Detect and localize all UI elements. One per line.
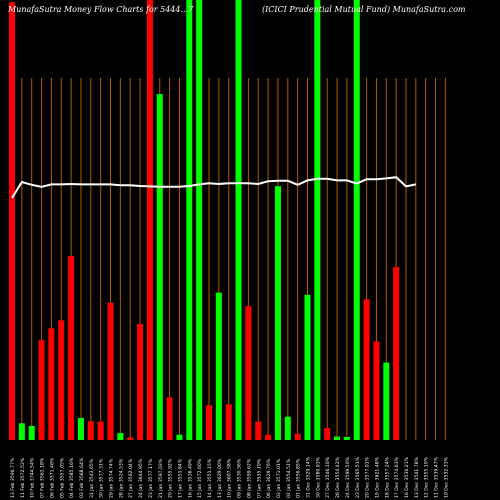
vertical-grid <box>11 78 446 440</box>
money-flow-bar <box>363 299 370 440</box>
x-tick-label: 17 Jan 3551.84% <box>177 458 183 498</box>
money-flow-bar <box>314 0 321 440</box>
money-flow-bar <box>97 421 104 440</box>
money-flow-bar <box>324 428 331 440</box>
x-tick-label: 30 Jan 3577.31% <box>99 458 105 498</box>
money-flow-bar <box>196 0 203 440</box>
money-flow-bar <box>225 404 232 440</box>
chart-subtitle: (ICICI Prudential Mutual Fund) MunafaSut… <box>262 5 466 14</box>
money-flow-bar <box>373 341 380 440</box>
x-tick-label: 10 Jan 3607.58% <box>227 458 233 498</box>
money-flow-bar <box>38 340 45 440</box>
money-flow-bar <box>117 432 124 440</box>
x-tick-label: 08 Jan 3599.62% <box>246 458 252 498</box>
money-flow-bar <box>9 2 15 440</box>
money-flow-bar <box>77 418 84 440</box>
x-tick-label: 06 Jan 3629.76% <box>266 458 272 498</box>
x-tick-label: 26 Dec 3554.42% <box>335 456 341 498</box>
bar-layer <box>9 0 400 440</box>
x-tick-label: 24 Dec 3599.50% <box>345 456 351 498</box>
money-flow-bar <box>334 436 341 440</box>
money-flow-bar <box>28 425 35 440</box>
money-flow-bar <box>186 0 193 440</box>
money-flow-bar <box>393 267 400 440</box>
money-flow-bar <box>166 397 173 440</box>
x-tick-label: 13 Jan 3629.00% <box>217 458 223 498</box>
x-tick-label: 09 Jan 3530.36% <box>237 458 243 498</box>
money-flow-bar <box>235 0 242 440</box>
money-flow-bar <box>87 421 94 440</box>
money-flow-bar <box>215 292 222 440</box>
money-flow-bar <box>284 416 291 440</box>
money-flow-bar <box>255 421 262 440</box>
money-flow-bar <box>127 437 134 440</box>
money-flow-bar <box>206 405 212 440</box>
x-tick-label: 28 Jan 3524.53% <box>118 458 124 498</box>
x-tick-label: 16 Dec 3536.21% <box>404 456 410 498</box>
price-line-layer <box>11 176 417 199</box>
x-tick-label: 11 Feb 3572.52% <box>20 457 26 498</box>
money-flow-bar <box>245 306 252 440</box>
money-flow-bar <box>68 256 75 440</box>
money-flow-bar <box>156 94 163 440</box>
money-flow-bar <box>58 320 65 440</box>
x-tick-label: 14 Jan 3551.15% <box>207 458 213 498</box>
x-tick-label: 05 Feb 3557.05% <box>59 457 65 498</box>
money-flow-bar <box>18 423 25 440</box>
x-tick-labels: 13 Feb 3596.77% 11 Feb 3572.52% 10 Feb 374… <box>10 456 449 498</box>
money-flow-bar <box>343 436 350 440</box>
money-flow-bar <box>274 186 281 440</box>
x-tick-label: 16 Jan 3536.49% <box>187 458 193 498</box>
x-tick-label: 27 Jan 3562.04% <box>128 458 134 498</box>
x-tick-label: 29 Jan 3574.74% <box>109 458 115 498</box>
money-flow-bar <box>304 294 311 440</box>
x-tick-label: 06 Feb 3571.46% <box>49 457 55 498</box>
money-flow-bar <box>353 0 360 440</box>
x-tick-label: 31 Dec 3529.14% <box>306 456 312 498</box>
x-tick-label: 23 Jan 3577.17% <box>148 458 154 498</box>
money-flow-bar <box>137 323 144 440</box>
x-tick-label: 20 Dec 3577.01% <box>365 456 371 498</box>
x-tick-label: 02 Jan 3554.51% <box>286 458 292 498</box>
x-tick-label: 01 Jan 3556.85% <box>296 458 302 498</box>
price-line <box>11 176 417 199</box>
x-tick-label: 10 Feb 3744.54% <box>30 457 36 498</box>
money-flow-bar <box>146 0 153 440</box>
x-tick-label: 04 Feb 3585.16% <box>69 457 75 498</box>
money-flow-bar <box>48 328 55 440</box>
money-flow-bar <box>265 434 272 440</box>
x-tick-label: 03 Jan 3571.01% <box>276 458 282 498</box>
x-tick-label: 13 Dec 3541.78% <box>414 456 420 498</box>
x-tick-label: 03 Feb 3568.64% <box>79 457 85 498</box>
x-tick-label: 31 Jan 3543.65% <box>89 458 95 498</box>
money-flow-bar <box>107 302 114 440</box>
x-tick-label: 11 Dec 3539.47% <box>434 456 440 498</box>
x-tick-label: 21 Jan 3597.03% <box>158 458 164 498</box>
x-tick-label: 07 Jan 3535.19% <box>256 458 262 498</box>
chart-title: MunafaSutra Money Flow Charts for 5444..… <box>8 5 194 14</box>
money-flow-bar <box>294 433 301 440</box>
x-tick-label: 23 Dec 3565.51% <box>355 456 361 498</box>
x-tick-label: 27 Dec 3546.10% <box>325 456 331 498</box>
x-tick-label: 19 Dec 3621.48% <box>374 456 380 498</box>
x-tick-label: 10 Dec 3532.33% <box>443 456 449 498</box>
x-tick-label: 20 Jan 3555.92% <box>168 458 174 498</box>
x-tick-label: 07 Feb 3561.18% <box>40 457 46 498</box>
x-tick-label: 12 Dec 3555.10% <box>424 456 430 498</box>
money-flow-bar <box>176 434 183 440</box>
x-tick-label: 13 Feb 3596.77% <box>10 457 16 498</box>
x-tick-label: 17 Dec 3574.63% <box>394 456 400 498</box>
money-flow-bar <box>383 362 390 440</box>
x-tick-label: 18 Dec 3557.24% <box>384 456 390 498</box>
x-tick-label: 15 Jan 3572.60% <box>197 458 203 498</box>
x-tick-label: 24 Jan 3644.95% <box>138 458 144 498</box>
x-tick-label: 30 Dec 3580.93% <box>315 456 321 498</box>
